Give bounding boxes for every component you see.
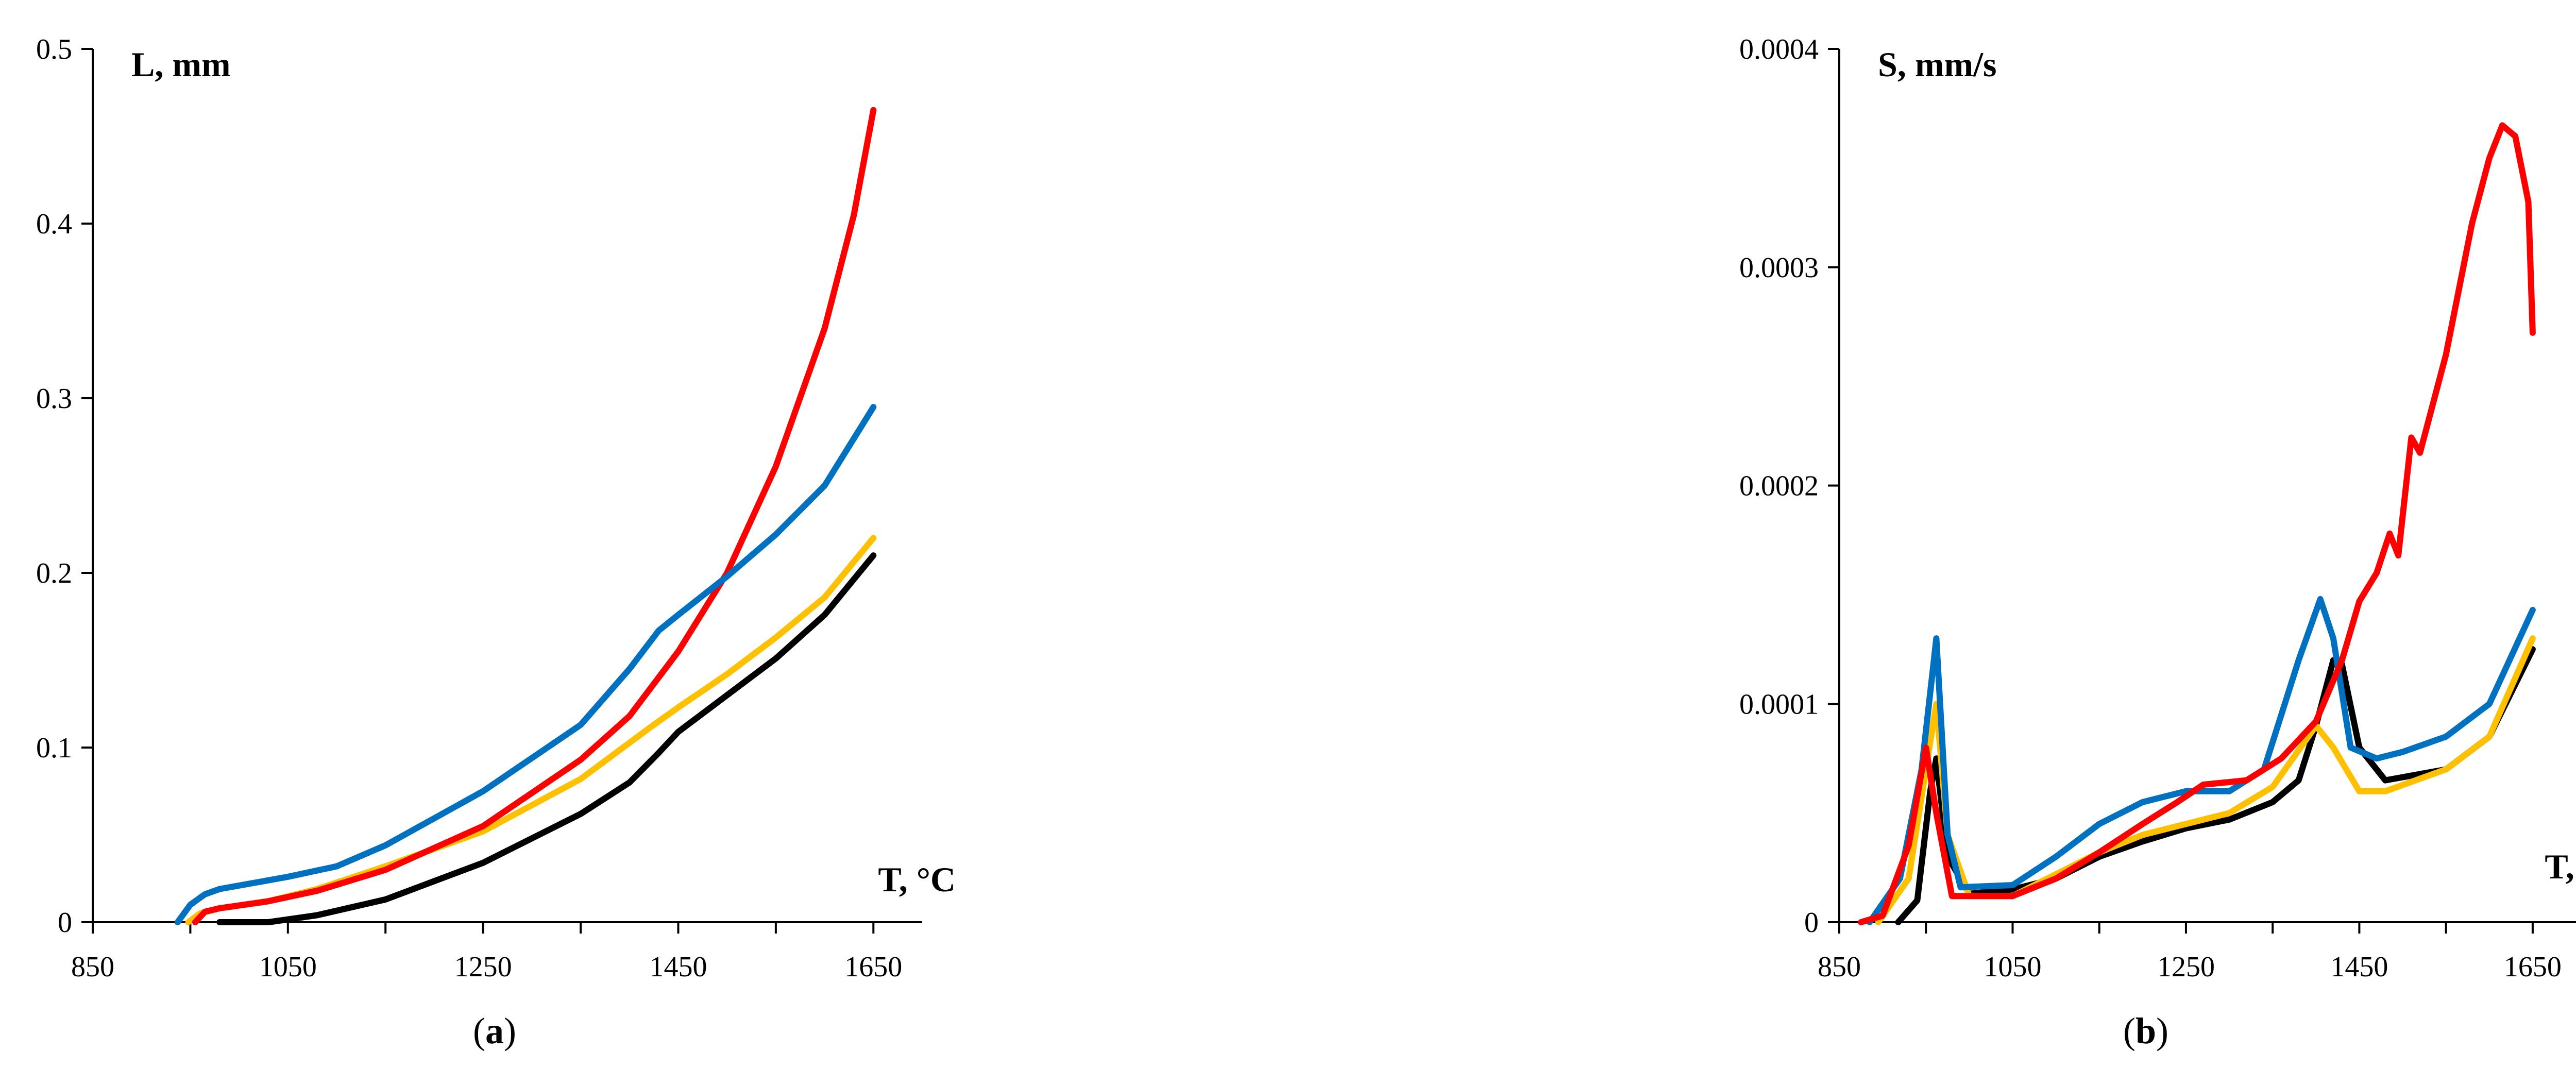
series-line bbox=[1875, 635, 2536, 925]
y-tick-label: 0 bbox=[1804, 907, 1819, 939]
series-line bbox=[192, 107, 877, 925]
y-tick-label: 0.3 bbox=[36, 383, 72, 415]
y-axis-label: S, mm/s bbox=[1878, 45, 1996, 84]
x-axis-label: T, °C bbox=[2545, 847, 2576, 886]
chart-panel-b: 0 0.0001 0.0002 0.0003 0.0004 850 1050 1250 1450… bbox=[1739, 33, 2576, 1052]
x-tick-label: 1050 bbox=[259, 951, 317, 983]
x-tick-label: 850 bbox=[1818, 951, 1861, 983]
x-axis-label: T, °C bbox=[878, 860, 956, 899]
x-tick-label: 1650 bbox=[2504, 951, 2562, 983]
y-tick-label: 0.0001 bbox=[1739, 688, 1819, 720]
y-tick-label: 0.2 bbox=[36, 557, 72, 589]
series-line bbox=[1866, 596, 2536, 925]
x-tick-label: 1450 bbox=[649, 951, 707, 983]
y-tick-label: 0 bbox=[58, 907, 72, 939]
y-tick-label: 0.4 bbox=[36, 208, 72, 240]
series-line bbox=[174, 404, 877, 925]
chart-panel-a: 0 0.1 0.2 0.3 0.4 0.5 850 1050 1250 1450 1650 L, mm… bbox=[36, 33, 956, 1052]
y-tick-label: 0.1 bbox=[36, 732, 72, 764]
series-line bbox=[185, 535, 877, 925]
panel-caption: (a) bbox=[473, 1010, 516, 1052]
y-tick-label: 0.0003 bbox=[1739, 252, 1819, 284]
x-tick-label: 1050 bbox=[1984, 951, 2041, 983]
y-axis-label: L, mm bbox=[131, 45, 231, 84]
x-tick-label: 1650 bbox=[844, 951, 902, 983]
panel-caption: (b) bbox=[2123, 1010, 2168, 1052]
y-tick-label: 0.0002 bbox=[1739, 470, 1819, 502]
y-tick-label: 0.5 bbox=[36, 33, 72, 65]
y-tick-label: 0.0004 bbox=[1739, 33, 1819, 65]
x-tick-label: 1450 bbox=[2330, 951, 2388, 983]
series-line bbox=[1858, 122, 2536, 925]
series-line bbox=[1895, 646, 2536, 925]
x-tick-label: 1250 bbox=[454, 951, 512, 983]
x-tick-label: 1250 bbox=[2157, 951, 2215, 983]
series-line bbox=[216, 552, 877, 925]
x-tick-label: 850 bbox=[71, 951, 114, 983]
